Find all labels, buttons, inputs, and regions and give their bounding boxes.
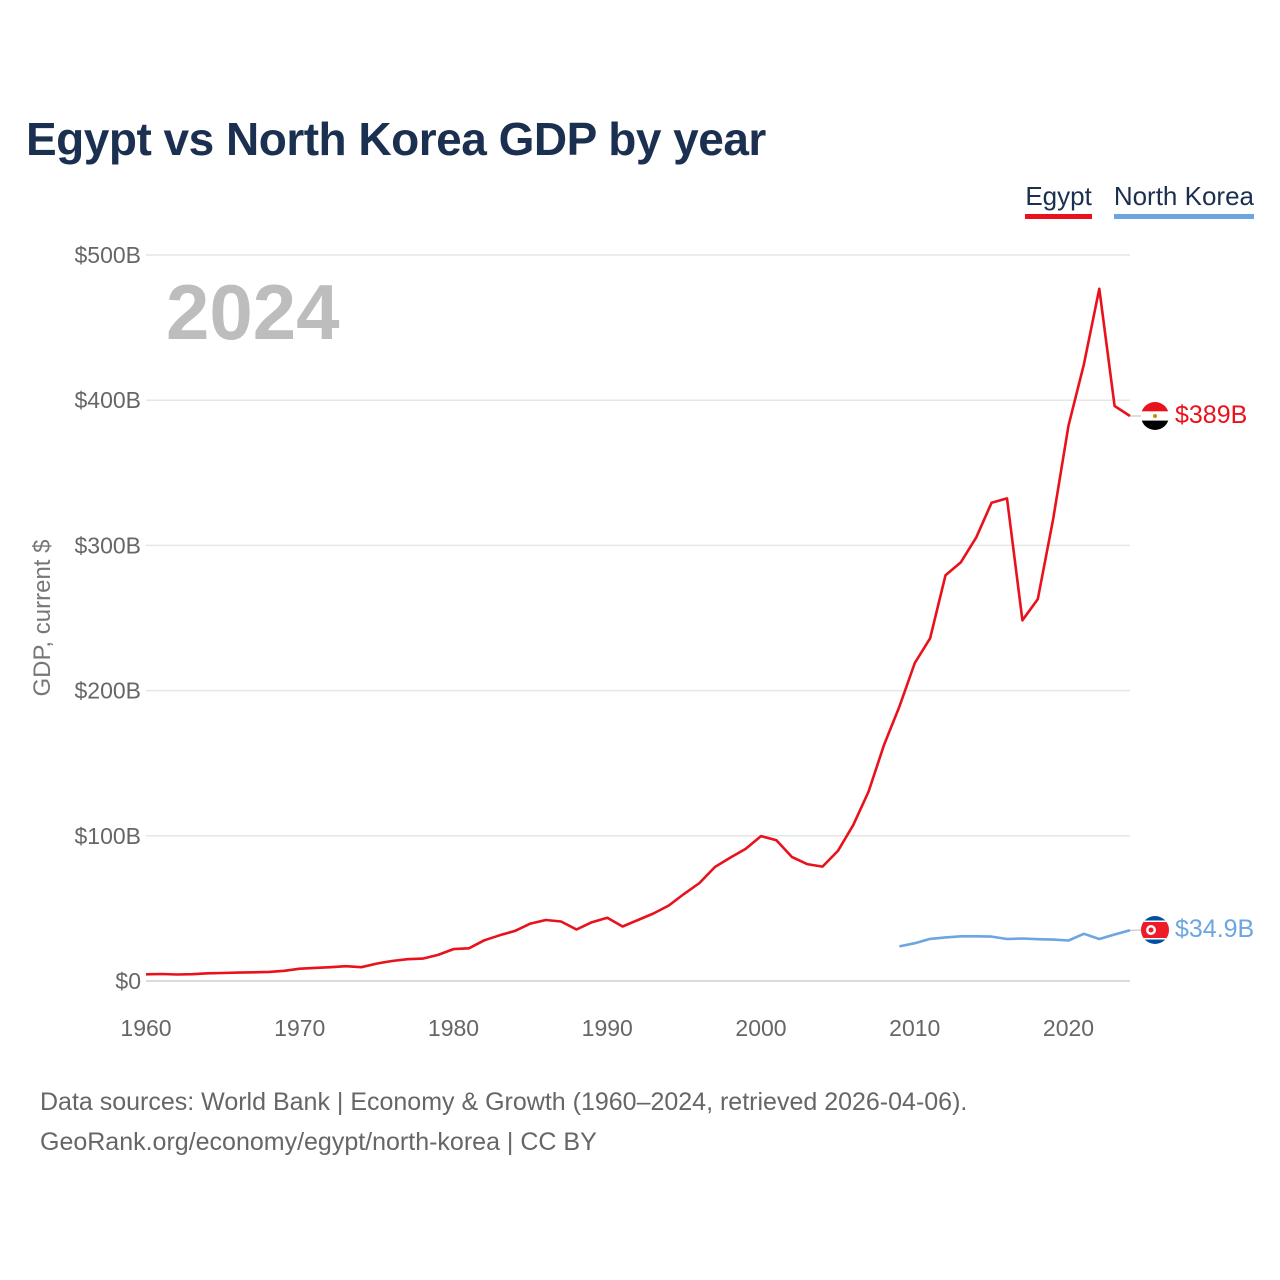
y-tick-label: $500B bbox=[74, 242, 141, 268]
y-tick-label: $300B bbox=[74, 532, 141, 558]
north-korea-flag-icon bbox=[1141, 916, 1169, 944]
x-tick-label: 1990 bbox=[582, 1015, 633, 1041]
x-axis-ticks: 1960 1970 1980 1990 2000 2010 2020 bbox=[120, 1015, 1094, 1041]
y-tick-label: $200B bbox=[74, 678, 141, 704]
x-tick-label: 2000 bbox=[735, 1015, 786, 1041]
y-tick-label: $400B bbox=[74, 387, 141, 413]
y-axis-ticks: $0 $100B $200B $300B $400B $500B bbox=[74, 242, 141, 994]
x-tick-label: 2010 bbox=[889, 1015, 940, 1041]
footer-attribution-line: GeoRank.org/economy/egypt/north-korea | … bbox=[40, 1128, 597, 1156]
egypt-flag-icon bbox=[1141, 402, 1169, 430]
legend-item-egypt[interactable]: Egypt bbox=[1025, 180, 1092, 219]
x-tick-label: 2020 bbox=[1043, 1015, 1094, 1041]
legend: Egypt North Korea bbox=[1025, 180, 1254, 219]
x-tick-label: 1960 bbox=[120, 1015, 171, 1041]
data-source-footer: Data sources: World Bank | Economy & Gro… bbox=[40, 1082, 967, 1162]
footer-source-line: Data sources: World Bank | Economy & Gro… bbox=[40, 1088, 968, 1116]
grid-lines bbox=[146, 254, 1130, 982]
x-tick-label: 1970 bbox=[274, 1015, 325, 1041]
x-tick-label: 1980 bbox=[428, 1015, 479, 1041]
chart-title: Egypt vs North Korea GDP by year bbox=[26, 113, 766, 165]
y-axis-label: GDP, current $ bbox=[29, 540, 56, 697]
y-tick-label: $100B bbox=[74, 823, 141, 849]
series-line-north-korea bbox=[899, 929, 1131, 948]
current-year-label: 2024 bbox=[166, 268, 340, 356]
egypt-end-value: $389B bbox=[1175, 401, 1247, 429]
y-tick-label: $0 bbox=[115, 968, 141, 994]
legend-item-north-korea[interactable]: North Korea bbox=[1113, 180, 1254, 219]
series-line-egypt bbox=[145, 287, 1131, 976]
north-korea-end-value: $34.9B bbox=[1175, 915, 1254, 943]
series-lines bbox=[145, 287, 1142, 976]
